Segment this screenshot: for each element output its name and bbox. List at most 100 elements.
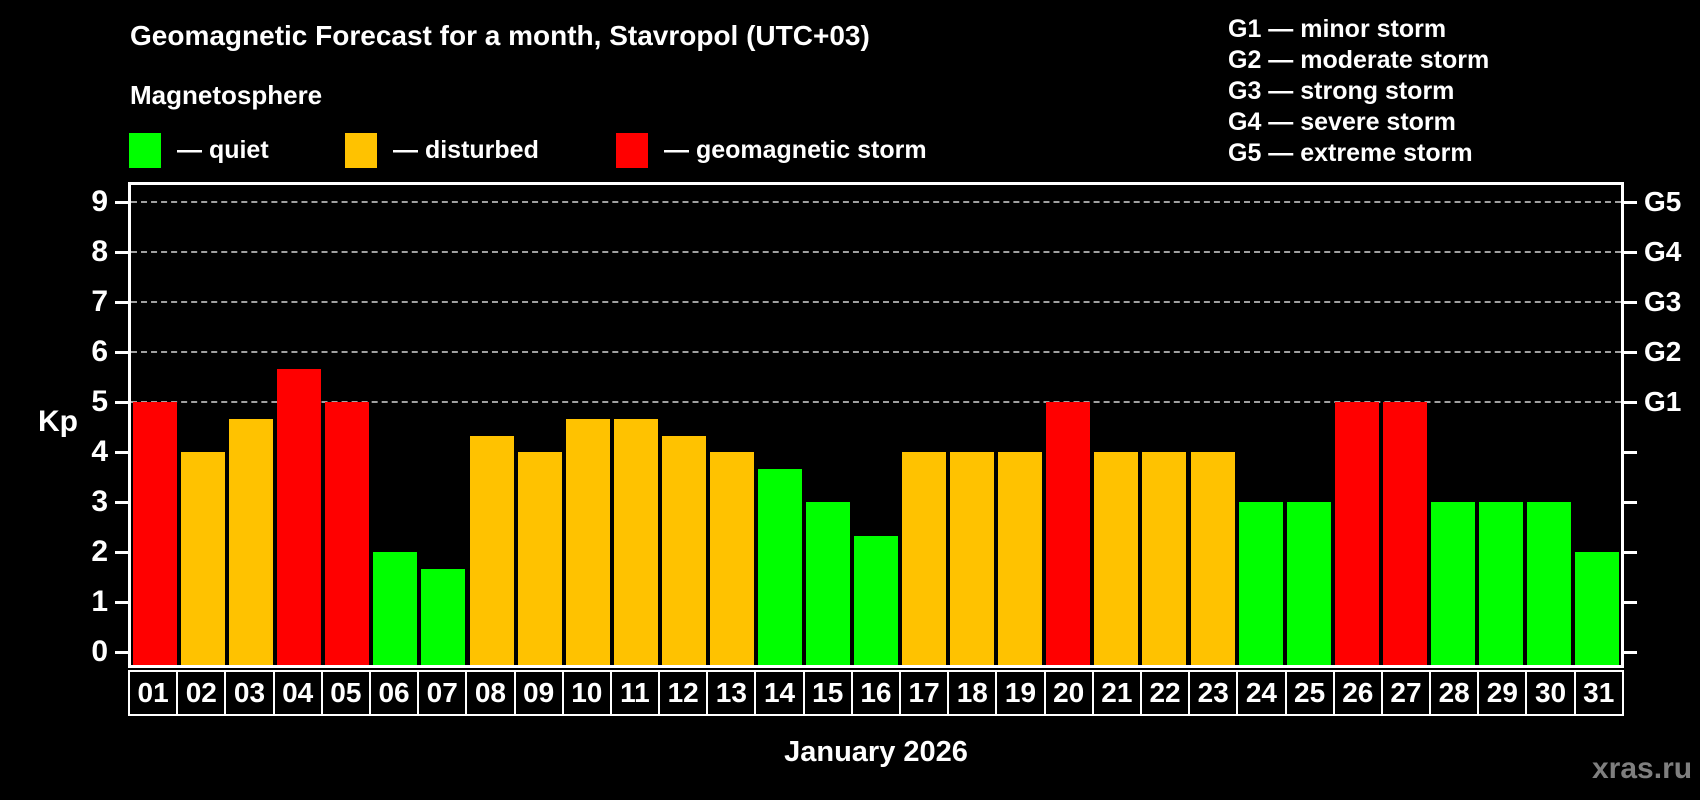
bar-day-23 xyxy=(1190,452,1235,665)
bar-day-27 xyxy=(1382,402,1427,665)
day-label-20: 20 xyxy=(1043,670,1094,716)
g-axis-label-g4: G4 xyxy=(1644,236,1682,267)
right-tick-kp-4 xyxy=(1624,451,1637,454)
legend-item-disturbed: — disturbed xyxy=(345,132,539,168)
day-label-19: 19 xyxy=(995,670,1046,716)
g-legend-item-g1: G1 — minor storm xyxy=(1228,15,1447,43)
g-legend-item-g2: G2 — moderate storm xyxy=(1228,46,1490,74)
bar-day-08 xyxy=(469,435,514,665)
g-legend-item-g5: G5 — extreme storm xyxy=(1228,139,1473,167)
watermark: xras.ru xyxy=(1592,752,1693,785)
day-label-10: 10 xyxy=(561,670,612,716)
bar-day-26 xyxy=(1334,402,1379,665)
legend-item-storm: — geomagnetic storm xyxy=(616,132,927,168)
bar-day-09 xyxy=(517,452,562,665)
bar-day-30 xyxy=(1526,502,1571,665)
day-label-28: 28 xyxy=(1429,670,1480,716)
y-tick-label-3: 3 xyxy=(91,485,108,518)
bar-day-13 xyxy=(709,452,754,665)
left-tick-kp-0 xyxy=(115,651,128,654)
right-tick-kp-1 xyxy=(1624,601,1637,604)
day-label-02: 02 xyxy=(176,670,227,716)
day-label-12: 12 xyxy=(658,670,709,716)
y-tick-label-6: 6 xyxy=(91,335,108,368)
bar-day-20 xyxy=(1046,402,1091,665)
storm-color-swatch xyxy=(616,132,648,168)
day-label-29: 29 xyxy=(1477,670,1528,716)
legend-label-storm: — geomagnetic storm xyxy=(664,135,927,164)
day-label-01: 01 xyxy=(128,670,179,716)
bar-day-10 xyxy=(565,418,610,665)
day-label-08: 08 xyxy=(465,670,516,716)
right-tick-kp-9 xyxy=(1624,201,1637,204)
gridline-kp-6 xyxy=(131,351,1621,353)
g-axis-label-g5: G5 xyxy=(1644,186,1682,217)
bar-day-02 xyxy=(181,452,226,665)
left-tick-kp-4 xyxy=(115,451,128,454)
g-axis-label-g1: G1 xyxy=(1644,386,1682,417)
page-title: Geomagnetic Forecast for a month, Stavro… xyxy=(130,20,870,51)
day-label-15: 15 xyxy=(802,670,853,716)
bar-day-21 xyxy=(1094,452,1139,665)
left-tick-kp-6 xyxy=(115,351,128,354)
bar-day-03 xyxy=(229,418,274,665)
bar-day-29 xyxy=(1478,502,1523,665)
left-tick-kp-1 xyxy=(115,601,128,604)
left-tick-kp-2 xyxy=(115,551,128,554)
right-tick-kp-5 xyxy=(1624,401,1637,404)
day-label-21: 21 xyxy=(1091,670,1142,716)
day-label-06: 06 xyxy=(368,670,420,716)
right-tick-kp-0 xyxy=(1624,651,1637,654)
day-label-17: 17 xyxy=(899,670,950,716)
day-label-22: 22 xyxy=(1139,670,1191,716)
bar-day-25 xyxy=(1286,502,1331,665)
left-tick-kp-8 xyxy=(115,251,128,254)
plot-inner xyxy=(131,185,1621,665)
x-axis-title: January 2026 xyxy=(784,736,968,768)
g-axis-label-g3: G3 xyxy=(1644,286,1682,317)
gridline-kp-8 xyxy=(131,251,1621,253)
bar-day-19 xyxy=(998,452,1043,665)
right-tick-kp-6 xyxy=(1624,351,1637,354)
y-tick-label-8: 8 xyxy=(91,235,108,268)
day-label-27: 27 xyxy=(1380,670,1432,716)
plot-area xyxy=(128,182,1624,668)
legend-label-disturbed: — disturbed xyxy=(393,135,539,164)
day-axis-strip: 01 02 03 04 05 06 07 08 09 10 11 12 13 14 15 16 17 18 19 20… xyxy=(128,670,1624,716)
bar-day-22 xyxy=(1142,452,1187,665)
y-axis-label-kp: Kp xyxy=(38,405,78,438)
left-tick-kp-5 xyxy=(115,401,128,404)
day-label-09: 09 xyxy=(513,670,564,716)
day-label-05: 05 xyxy=(320,670,371,716)
bar-day-11 xyxy=(613,418,658,665)
day-label-13: 13 xyxy=(706,670,757,716)
bar-day-18 xyxy=(950,452,995,665)
bar-day-14 xyxy=(757,468,802,665)
bar-day-07 xyxy=(421,568,466,665)
quiet-color-swatch xyxy=(129,132,161,168)
bar-day-28 xyxy=(1430,502,1475,665)
day-label-25: 25 xyxy=(1284,670,1335,716)
day-label-14: 14 xyxy=(754,670,805,716)
bar-day-01 xyxy=(133,402,177,665)
legend-item-quiet: — quiet xyxy=(129,132,269,168)
right-tick-kp-3 xyxy=(1624,501,1637,504)
day-label-04: 04 xyxy=(272,670,323,716)
bar-day-31 xyxy=(1575,552,1619,665)
day-label-07: 07 xyxy=(417,670,468,716)
day-label-26: 26 xyxy=(1332,670,1383,716)
y-tick-label-7: 7 xyxy=(91,285,108,318)
g-scale-legend: G1 — minor storm G2 — moderate storm G3 … xyxy=(1228,14,1489,169)
left-tick-kp-9 xyxy=(115,201,128,204)
day-label-18: 18 xyxy=(947,670,998,716)
gridline-kp-9 xyxy=(131,201,1621,203)
g-axis-label-g2: G2 xyxy=(1644,336,1682,367)
chart-subtitle: Magnetosphere xyxy=(130,80,323,110)
disturbed-color-swatch xyxy=(345,132,377,168)
day-label-11: 11 xyxy=(609,670,661,716)
right-tick-kp-2 xyxy=(1624,551,1637,554)
day-label-03: 03 xyxy=(224,670,275,716)
y-tick-label-9: 9 xyxy=(91,185,108,218)
bar-day-04 xyxy=(277,368,322,665)
